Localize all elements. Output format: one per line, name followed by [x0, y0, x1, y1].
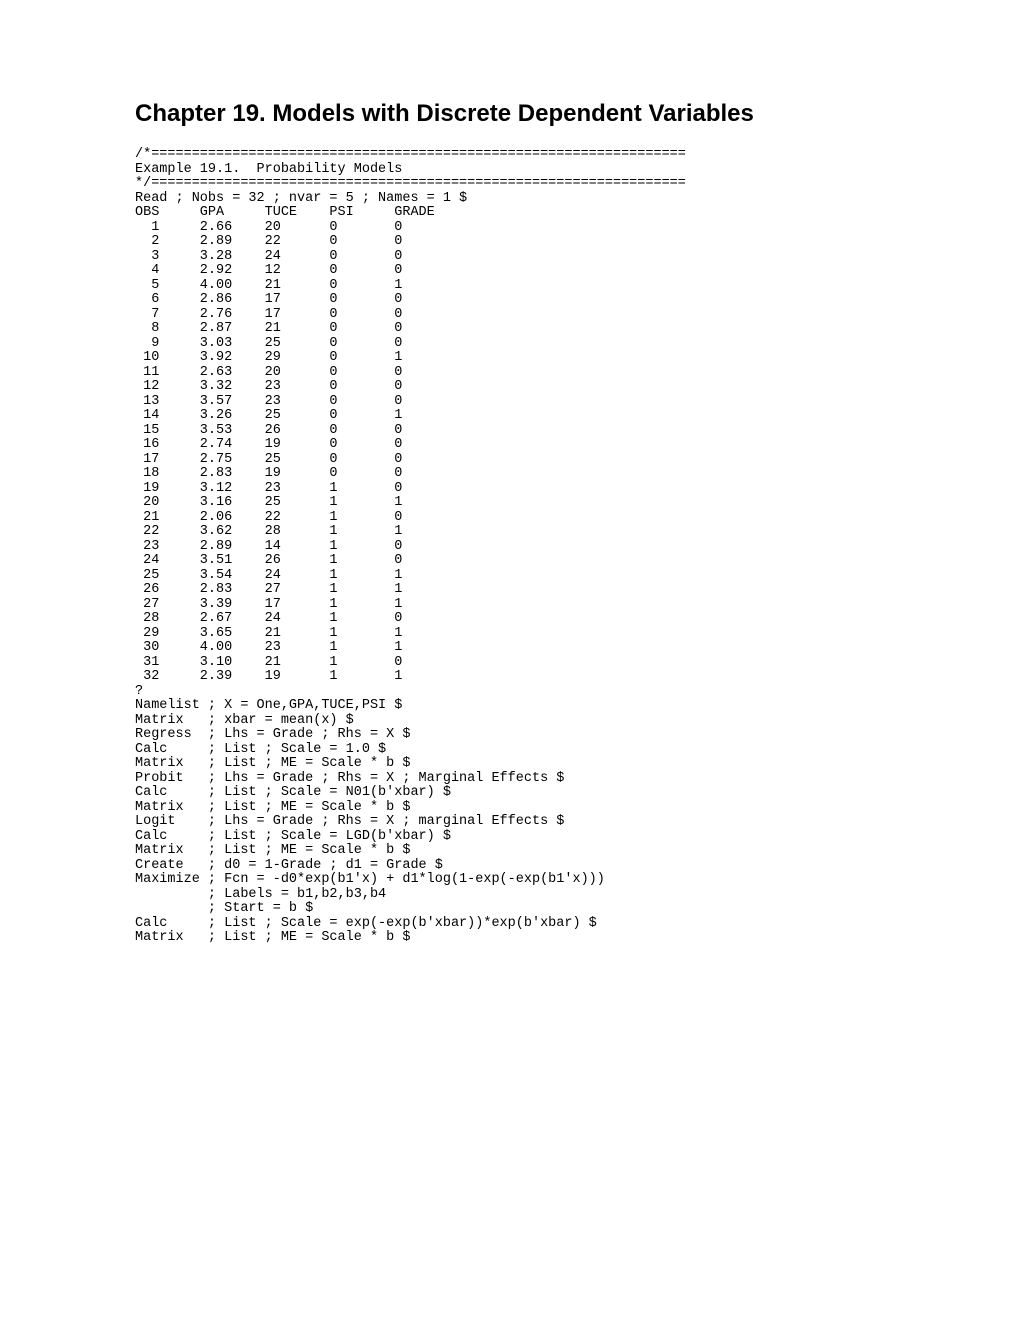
table-row: 14 3.26 25 0 1: [135, 408, 402, 423]
cmd-line: Probit ; Lhs = Grade ; Rhs = X ; Margina…: [135, 771, 564, 786]
read-line: Read ; Nobs = 32 ; nvar = 5 ; Names = 1 …: [135, 191, 467, 206]
table-row: 13 3.57 23 0 0: [135, 394, 402, 409]
cmd-line: Namelist ; X = One,GPA,TUCE,PSI $: [135, 698, 402, 713]
cmd-line: Matrix ; List ; ME = Scale * b $: [135, 930, 410, 945]
table-row: 11 2.63 20 0 0: [135, 365, 402, 380]
page-content: Chapter 19. Models with Discrete Depende…: [0, 0, 1020, 946]
table-row: 24 3.51 26 1 0: [135, 553, 402, 568]
table-row: 32 2.39 19 1 1: [135, 669, 402, 684]
cmd-line: Matrix ; xbar = mean(x) $: [135, 713, 354, 728]
code-block: /*======================================…: [135, 148, 885, 946]
cmd-line: Matrix ; List ; ME = Scale * b $: [135, 800, 410, 815]
cmd-line: Matrix ; List ; ME = Scale * b $: [135, 843, 410, 858]
table-row: 25 3.54 24 1 1: [135, 568, 402, 583]
table-row: 2 2.89 22 0 0: [135, 234, 402, 249]
cmd-line: Calc ; List ; Scale = N01(b'xbar) $: [135, 785, 451, 800]
table-row: 18 2.83 19 0 0: [135, 466, 402, 481]
table-row: 28 2.67 24 1 0: [135, 611, 402, 626]
cmd-line: Maximize ; Fcn = -d0*exp(b1'x) + d1*log(…: [135, 872, 605, 887]
table-row: 3 3.28 24 0 0: [135, 249, 402, 264]
table-row: 30 4.00 23 1 1: [135, 640, 402, 655]
cmd-line: Calc ; List ; Scale = LGD(b'xbar) $: [135, 829, 451, 844]
cmd-line: Regress ; Lhs = Grade ; Rhs = X $: [135, 727, 410, 742]
table-row: 20 3.16 25 1 1: [135, 495, 402, 510]
table-row: 1 2.66 20 0 0: [135, 220, 402, 235]
cmd-line: Create ; d0 = 1-Grade ; d1 = Grade $: [135, 858, 443, 873]
table-row: 27 3.39 17 1 1: [135, 597, 402, 612]
table-row: 8 2.87 21 0 0: [135, 321, 402, 336]
cmd-line: Calc ; List ; Scale = 1.0 $: [135, 742, 386, 757]
table-row: 19 3.12 23 1 0: [135, 481, 402, 496]
table-row: 29 3.65 21 1 1: [135, 626, 402, 641]
table-row: 16 2.74 19 0 0: [135, 437, 402, 452]
example-title: Example 19.1. Probability Models: [135, 162, 402, 177]
cmd-line: Calc ; List ; Scale = exp(-exp(b'xbar))*…: [135, 916, 597, 931]
table-row: 9 3.03 25 0 0: [135, 336, 402, 351]
table-row: 4 2.92 12 0 0: [135, 263, 402, 278]
table-row: 17 2.75 25 0 0: [135, 452, 402, 467]
chapter-title: Chapter 19. Models with Discrete Depende…: [135, 100, 885, 128]
divider-top: /*======================================…: [135, 147, 686, 162]
cmd-line: Matrix ; List ; ME = Scale * b $: [135, 756, 410, 771]
cmd-line: ; Start = b $: [135, 901, 313, 916]
table-row: 26 2.83 27 1 1: [135, 582, 402, 597]
table-row: 23 2.89 14 1 0: [135, 539, 402, 554]
table-row: 31 3.10 21 1 0: [135, 655, 402, 670]
table-row: 7 2.76 17 0 0: [135, 307, 402, 322]
divider-bottom: */======================================…: [135, 176, 686, 191]
table-row: 22 3.62 28 1 1: [135, 524, 402, 539]
table-row: 15 3.53 26 0 0: [135, 423, 402, 438]
table-row: 6 2.86 17 0 0: [135, 292, 402, 307]
table-row: 21 2.06 22 1 0: [135, 510, 402, 525]
cmd-line: Logit ; Lhs = Grade ; Rhs = X ; marginal…: [135, 814, 564, 829]
cmd-line: ; Labels = b1,b2,b3,b4: [135, 887, 386, 902]
table-row: 5 4.00 21 0 1: [135, 278, 402, 293]
table-row: 12 3.32 23 0 0: [135, 379, 402, 394]
question-mark: ?: [135, 684, 143, 699]
table-header: OBS GPA TUCE PSI GRADE: [135, 205, 435, 220]
table-row: 10 3.92 29 0 1: [135, 350, 402, 365]
